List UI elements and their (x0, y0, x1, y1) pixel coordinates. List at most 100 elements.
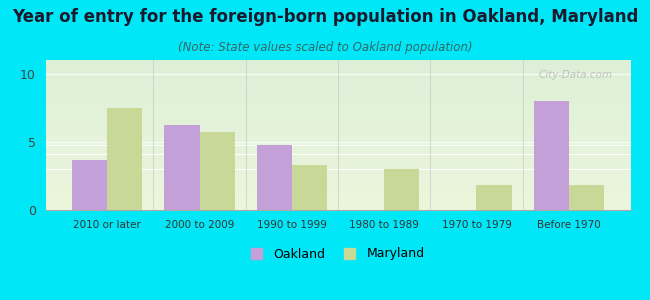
Bar (46, 72, 630, 73)
Bar (46, 165, 630, 166)
Bar (46, 195, 630, 196)
Bar (46, 123, 630, 124)
Bar (46, 76, 630, 77)
Bar (46, 111, 630, 112)
Bar (46, 118, 630, 119)
Bar (46, 108, 630, 109)
Bar (72, 160, 107, 210)
Bar (46, 85, 630, 86)
Bar (46, 89, 630, 90)
Bar (46, 143, 630, 144)
Bar (46, 112, 630, 113)
Bar (46, 193, 630, 194)
Bar (46, 202, 630, 203)
Bar (46, 64, 630, 65)
Bar (46, 80, 630, 81)
Bar (46, 209, 630, 210)
Bar (46, 84, 630, 85)
Bar (46, 109, 630, 110)
Bar (46, 144, 630, 145)
Bar (46, 92, 630, 93)
Bar (46, 142, 630, 143)
Bar (46, 137, 630, 138)
Bar (46, 150, 630, 151)
Bar (46, 172, 630, 173)
Bar (46, 166, 630, 167)
Bar (46, 179, 630, 180)
Bar (46, 159, 630, 160)
Bar (107, 108, 142, 210)
Bar (46, 205, 630, 206)
Bar (46, 157, 630, 158)
Bar (46, 96, 630, 97)
Bar (46, 73, 630, 74)
Bar (46, 162, 630, 163)
Bar (46, 87, 630, 88)
Bar (46, 79, 630, 80)
Bar (46, 180, 630, 181)
Bar (46, 117, 630, 118)
Bar (46, 145, 630, 146)
Bar (46, 102, 630, 103)
Legend: Oakland, Maryland: Oakland, Maryland (245, 241, 431, 267)
Bar (46, 116, 630, 117)
Bar (46, 186, 630, 187)
Bar (46, 82, 630, 83)
Bar (46, 130, 630, 131)
Bar (46, 138, 630, 139)
Bar (46, 75, 630, 76)
Bar (46, 120, 630, 121)
Bar (46, 93, 630, 94)
Bar (46, 164, 630, 165)
Bar (46, 128, 630, 129)
Bar (46, 107, 630, 108)
Bar (46, 196, 630, 197)
Bar (46, 160, 630, 161)
Bar (46, 155, 630, 156)
Bar (46, 131, 630, 132)
Bar (46, 114, 630, 115)
Bar (46, 194, 630, 195)
Bar (46, 99, 630, 100)
Bar (46, 91, 630, 92)
Bar (46, 149, 630, 150)
Bar (46, 139, 630, 140)
Bar (46, 133, 630, 134)
Bar (46, 67, 630, 68)
Bar (46, 156, 630, 157)
Bar (46, 68, 630, 69)
Bar (46, 148, 630, 149)
Bar (46, 175, 630, 176)
Text: (Note: State values scaled to Oakland population): (Note: State values scaled to Oakland po… (177, 40, 473, 53)
Bar (46, 170, 630, 171)
Bar (46, 77, 630, 78)
Bar (46, 207, 630, 208)
Bar (46, 201, 630, 202)
Bar (46, 169, 630, 170)
Bar (46, 101, 630, 102)
Bar (46, 184, 630, 185)
Bar (46, 103, 630, 104)
Bar (46, 200, 630, 201)
Bar (46, 199, 630, 200)
Bar (46, 97, 630, 98)
Bar (46, 105, 630, 106)
Bar (46, 122, 630, 123)
Bar (46, 61, 630, 62)
Bar (46, 161, 630, 162)
Bar (46, 151, 630, 152)
Bar (46, 85, 630, 86)
Bar (46, 177, 630, 178)
Bar (46, 82, 630, 83)
Bar (46, 88, 630, 89)
Bar (46, 135, 630, 136)
Bar (46, 182, 630, 183)
Bar (46, 154, 630, 155)
Bar (257, 145, 292, 210)
Bar (46, 104, 630, 105)
Bar (46, 81, 630, 82)
Bar (46, 168, 630, 169)
Bar (46, 63, 630, 64)
Bar (46, 173, 630, 174)
Bar (46, 189, 630, 190)
